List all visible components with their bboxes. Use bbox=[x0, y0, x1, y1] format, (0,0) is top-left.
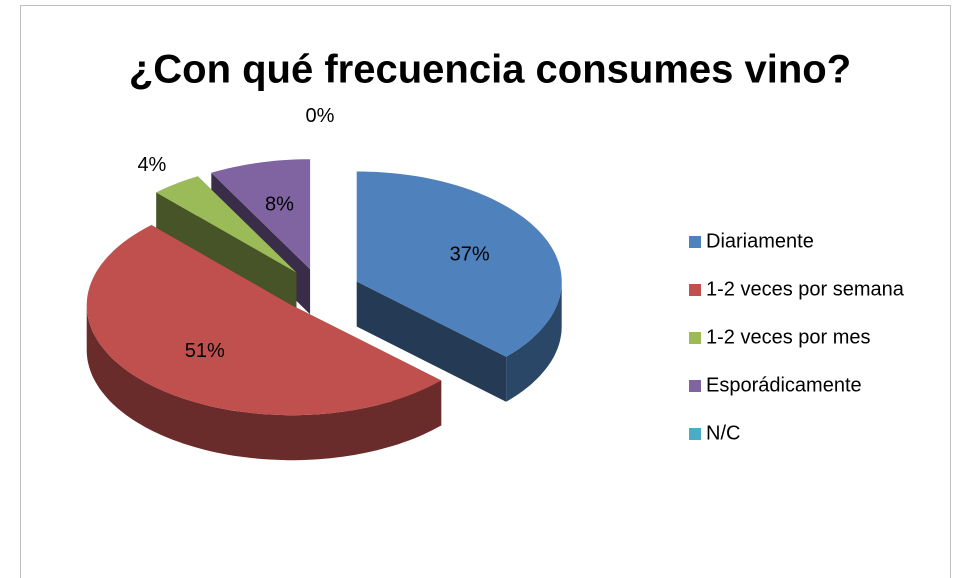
legend-swatch bbox=[689, 332, 701, 344]
slice-side bbox=[86, 305, 442, 461]
data-label: 4% bbox=[137, 154, 166, 176]
data-label: 51% bbox=[185, 340, 225, 362]
legend-label: 1-2 veces por mes bbox=[706, 326, 871, 348]
data-label: 8% bbox=[265, 194, 294, 216]
legend-swatch bbox=[689, 380, 701, 392]
legend-label: Diariamente bbox=[706, 230, 814, 252]
legend-swatch bbox=[689, 428, 701, 440]
slice-side bbox=[506, 281, 562, 402]
slice bbox=[211, 159, 311, 270]
slice-cut-face bbox=[156, 192, 297, 318]
legend-swatch bbox=[689, 284, 701, 296]
legend-label: 1-2 veces por semana bbox=[706, 278, 905, 300]
legend-swatch bbox=[689, 236, 701, 248]
data-label: 0% bbox=[306, 105, 335, 127]
legend-label: Esporádicamente bbox=[706, 374, 862, 396]
slice-cut-face bbox=[356, 281, 507, 402]
slice bbox=[356, 171, 562, 357]
data-label: 37% bbox=[450, 244, 490, 266]
slice bbox=[86, 225, 442, 416]
legend-label: N/C bbox=[706, 422, 740, 444]
slice bbox=[156, 176, 297, 273]
chart-title: ¿Con qué frecuencia consumes vino? bbox=[129, 48, 851, 92]
